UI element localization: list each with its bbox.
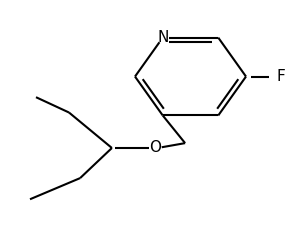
Text: N: N (157, 30, 168, 45)
Text: O: O (149, 140, 161, 156)
Text: F: F (276, 69, 285, 84)
